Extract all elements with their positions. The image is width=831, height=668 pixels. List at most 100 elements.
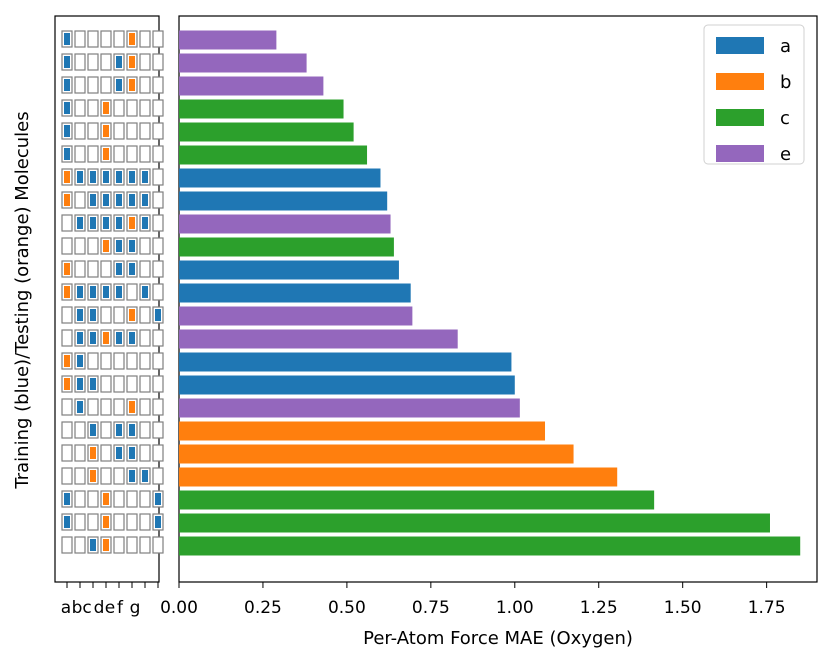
matrix-cell-testing — [103, 516, 109, 528]
matrix-cell-training — [129, 424, 135, 436]
matrix-cell — [87, 352, 99, 370]
matrix-column-label: f — [117, 598, 124, 618]
matrix-cell-training — [103, 194, 109, 206]
bar-tick-label: 0.75 — [412, 598, 450, 618]
bar-tick-label: 0.00 — [160, 598, 198, 618]
bar-e — [179, 306, 413, 326]
legend-label-c: c — [780, 108, 790, 129]
matrix-cell — [152, 260, 164, 278]
bar-e — [179, 214, 391, 234]
matrix-cell — [74, 536, 86, 554]
matrix-cell-training — [142, 171, 148, 183]
matrix-cell — [139, 352, 151, 370]
matrix-cell-testing — [64, 355, 70, 367]
matrix-column-label: c — [82, 598, 91, 618]
matrix-cell-training — [116, 217, 122, 229]
matrix-cell-training — [77, 355, 83, 367]
matrix-cell — [152, 283, 164, 301]
matrix-cell-training — [77, 378, 83, 390]
matrix-cell — [100, 260, 112, 278]
matrix-cell-training — [142, 470, 148, 482]
matrix-cell-testing — [103, 102, 109, 114]
matrix-cell — [100, 30, 112, 48]
matrix-cell-testing — [129, 401, 135, 413]
bar-tick-label: 1.25 — [580, 598, 618, 618]
matrix-cell — [139, 53, 151, 71]
matrix-cell — [139, 122, 151, 140]
matrix-cell-training — [129, 263, 135, 275]
bar-e — [179, 30, 277, 50]
bar-e — [179, 398, 520, 418]
matrix-cell-training — [64, 102, 70, 114]
matrix-cell-training — [90, 332, 96, 344]
bar-x-ticks: 0.00 0.25 0.50 0.75 1.00 1.25 1.50 1.75 — [160, 582, 786, 618]
matrix-cell-training — [77, 286, 83, 298]
matrix-cell-training — [103, 286, 109, 298]
matrix-cell — [87, 30, 99, 48]
matrix-cell — [100, 306, 112, 324]
legend-box — [703, 24, 805, 165]
matrix-cell — [74, 513, 86, 531]
matrix-cell — [139, 421, 151, 439]
matrix-cell — [152, 467, 164, 485]
legend-label-b: b — [780, 72, 791, 93]
matrix-cell — [61, 467, 73, 485]
matrix-cell-training — [142, 286, 148, 298]
bar-tick-label: 1.00 — [496, 598, 534, 618]
matrix-cell-training — [77, 171, 83, 183]
matrix-cell-training — [90, 286, 96, 298]
matrix-cell — [126, 513, 138, 531]
bars — [179, 30, 801, 556]
matrix-cell — [113, 352, 125, 370]
matrix-cell — [87, 260, 99, 278]
matrix-cell-training — [116, 240, 122, 252]
matrix-cell-training — [116, 447, 122, 459]
matrix-cell — [100, 421, 112, 439]
matrix-cell — [152, 122, 164, 140]
matrix-y-label: Training (blue)/Testing (orange) Molecul… — [12, 111, 33, 489]
matrix-column-label: g — [130, 598, 141, 618]
bar-x-label: Per-Atom Force MAE (Oxygen) — [363, 628, 633, 649]
matrix-cell — [74, 76, 86, 94]
matrix-cell — [74, 53, 86, 71]
matrix-cell — [152, 30, 164, 48]
matrix-cell — [113, 467, 125, 485]
matrix-cell — [61, 237, 73, 255]
matrix-cell-training — [90, 539, 96, 551]
matrix-cell — [152, 444, 164, 462]
bar-a — [179, 283, 411, 303]
matrix-cell — [152, 145, 164, 163]
matrix-cell-training — [90, 309, 96, 321]
legend-swatch-e — [716, 145, 764, 162]
bar-a — [179, 168, 381, 188]
matrix-cell — [113, 99, 125, 117]
matrix-cell-training — [77, 332, 83, 344]
matrix-cell-testing — [103, 493, 109, 505]
matrix-cell-training — [129, 240, 135, 252]
matrix-cell — [87, 237, 99, 255]
matrix-cell-testing — [129, 33, 135, 45]
matrix-cell — [139, 444, 151, 462]
matrix-cell — [152, 191, 164, 209]
matrix-cells — [61, 30, 164, 554]
matrix-cell — [61, 536, 73, 554]
bar-chart-panel: 0.00 0.25 0.50 0.75 1.00 1.25 1.50 1.75 Per-Ato… — [160, 15, 818, 649]
matrix-cell — [113, 306, 125, 324]
matrix-cell — [152, 398, 164, 416]
matrix-cell-training — [142, 194, 148, 206]
matrix-cell-training — [64, 56, 70, 68]
matrix-cell — [100, 467, 112, 485]
matrix-cell — [152, 352, 164, 370]
matrix-cell — [126, 536, 138, 554]
bar-c — [179, 122, 354, 142]
matrix-cell — [87, 53, 99, 71]
matrix-cell-training — [77, 217, 83, 229]
bar-e — [179, 53, 307, 73]
bar-tick-label: 1.75 — [748, 598, 786, 618]
matrix-cell — [152, 76, 164, 94]
matrix-cell — [126, 375, 138, 393]
matrix-cell-testing — [64, 378, 70, 390]
matrix-cell-training — [129, 171, 135, 183]
